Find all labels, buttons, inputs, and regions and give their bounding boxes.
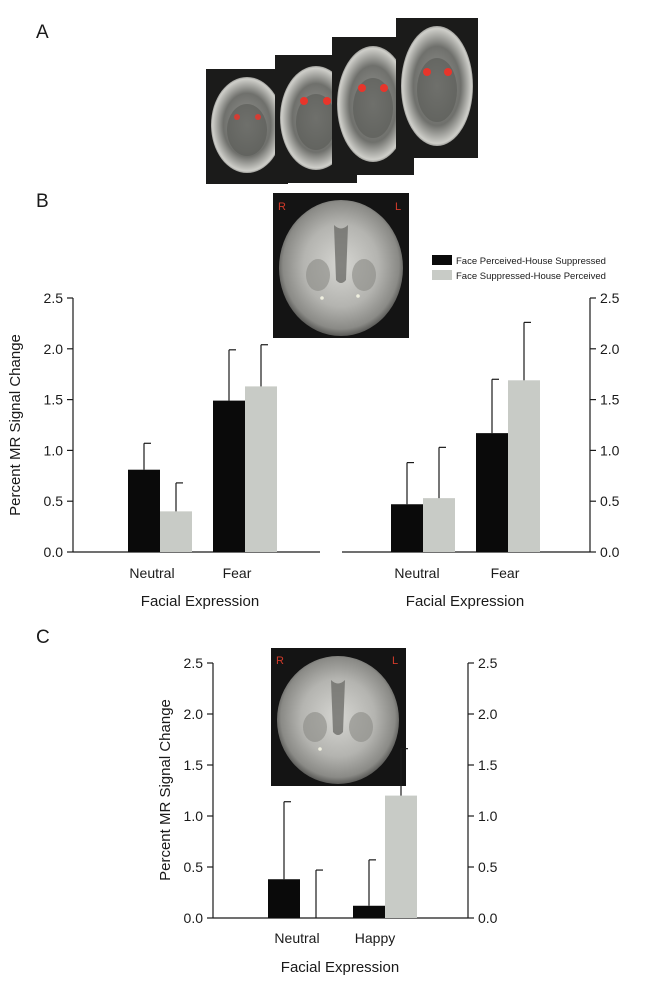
y-tick-label: 0.5: [44, 493, 64, 509]
y-tick-label: 1.5: [184, 757, 204, 773]
legend-label-perceived: Face Perceived-House Suppressed: [456, 256, 606, 267]
y-tick-label: 1.0: [184, 808, 204, 824]
legend-swatch-perceived: [432, 255, 452, 265]
bar-suppressed-fear: [245, 386, 277, 552]
y-tick-label: 2.0: [478, 706, 498, 722]
panel-label-b: B: [36, 191, 49, 212]
y-tick-label: 2.0: [600, 341, 620, 357]
y-axis-title: Percent MR Signal Change: [157, 699, 174, 881]
y-tick-label: 0.5: [478, 859, 498, 875]
y-tick-label: 2.0: [184, 706, 204, 722]
category-label: Fear: [223, 565, 252, 581]
legend-swatch-suppressed: [432, 270, 452, 280]
bar-perceived-happy: [353, 905, 385, 918]
x-axis-title: Facial Expression: [406, 593, 524, 610]
y-tick-label: 2.5: [184, 655, 204, 671]
bar-suppressed-fear: [508, 380, 540, 552]
y-tick-label: 0.0: [478, 910, 498, 926]
y-tick-label: 1.5: [600, 392, 620, 408]
bar-perceived-neutral: [391, 504, 423, 552]
coronal-brain-image-b: R L: [273, 193, 409, 338]
y-tick-label: 0.0: [600, 544, 620, 560]
bar-suppressed-neutral: [423, 498, 455, 552]
x-axis-title: Facial Expression: [281, 959, 399, 976]
y-tick-label: 0.5: [600, 493, 620, 509]
bar-perceived-neutral: [128, 469, 160, 552]
legend-label-suppressed: Face Suppressed-House Perceived: [456, 271, 606, 282]
y-tick-label: 0.5: [184, 859, 204, 875]
y-tick-label: 1.0: [44, 442, 64, 458]
y-tick-label: 2.5: [478, 655, 498, 671]
category-label: Neutral: [129, 565, 174, 581]
bar-suppressed-happy: [385, 795, 417, 918]
coronal-brain-image-c: R L: [271, 648, 406, 786]
chart-b-right: 0.0 0.5 1.0 1.5 2.0 2.5 Neutral Fear Facial Expr…: [342, 290, 620, 610]
y-tick-label: 2.0: [44, 341, 64, 357]
y-tick-label: 1.0: [478, 808, 498, 824]
brain-label-right-b: R: [278, 201, 286, 213]
bar-perceived-neutral: [268, 879, 300, 918]
y-axis-title: Percent MR Signal Change: [7, 334, 24, 516]
bar-suppressed-neutral: [160, 511, 192, 552]
y-tick-label: 2.5: [600, 290, 620, 306]
axial-slice-4: [396, 18, 478, 158]
legend: Face Perceived-House Suppressed Face Sup…: [432, 255, 606, 282]
category-label: Happy: [355, 930, 395, 946]
bar-perceived-fear: [476, 433, 508, 552]
y-tick-label: 1.5: [478, 757, 498, 773]
y-tick-label: 0.0: [184, 910, 204, 926]
panel-label-a: A: [36, 22, 49, 43]
category-label: Neutral: [394, 565, 439, 581]
chart-c: 0.0 0.5 1.0 1.5 2.0 2.5 0.0 0.5 1.0 1.5 2.0 2.5 Neut…: [157, 655, 498, 976]
bar-perceived-fear: [213, 400, 245, 552]
y-tick-label: 1.5: [44, 392, 64, 408]
x-axis-title: Facial Expression: [141, 593, 259, 610]
chart-b-left: 0.0 0.5 1.0 1.5 2.0 2.5 Neutral Fear Facial Expr…: [7, 290, 320, 610]
brain-label-right-c: R: [276, 655, 284, 667]
brain-label-left-b: L: [395, 201, 401, 213]
category-label: Fear: [491, 565, 520, 581]
axial-slices-image: [206, 18, 478, 184]
y-tick-label: 0.0: [44, 544, 64, 560]
category-label: Neutral: [274, 930, 319, 946]
axial-slice-1: [206, 69, 288, 184]
y-tick-label: 1.0: [600, 442, 620, 458]
brain-label-left-c: L: [392, 655, 398, 667]
y-tick-label: 2.5: [44, 290, 64, 306]
panel-label-c: C: [36, 627, 50, 648]
